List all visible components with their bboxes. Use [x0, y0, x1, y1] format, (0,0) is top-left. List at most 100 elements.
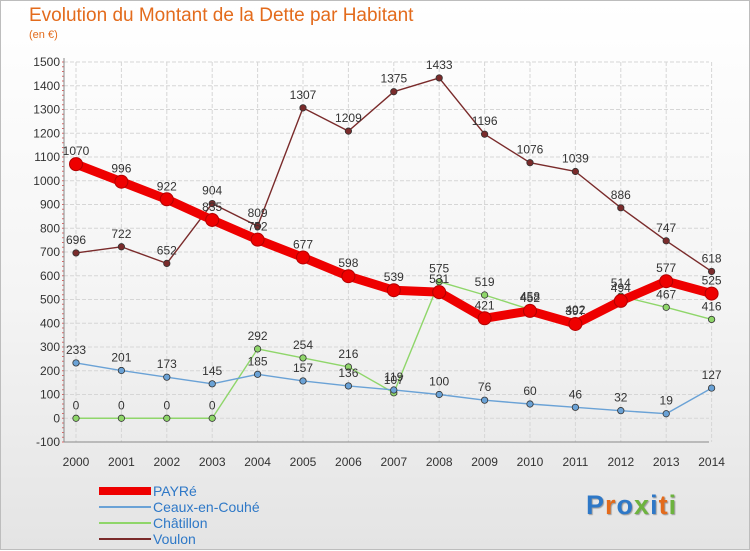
data-label-ceaux-en-couh-: 157	[293, 361, 313, 375]
y-tick-label: 900	[40, 198, 60, 212]
y-tick-label: 1000	[33, 174, 60, 188]
point-payr-	[250, 232, 265, 247]
point-voulon	[390, 88, 398, 96]
data-label-voulon: 618	[702, 251, 722, 265]
data-label-ceaux-en-couh-: 100	[429, 375, 449, 389]
data-label-payr-: 1070	[63, 144, 90, 158]
y-tick-label: 1300	[33, 103, 60, 117]
point-payr-	[159, 192, 174, 207]
data-label-voulon: 904	[202, 184, 222, 198]
logo-letter: i	[650, 490, 659, 520]
point-voulon	[344, 127, 352, 135]
y-tick-label: 1100	[34, 150, 60, 164]
data-label-ch-tillon: 0	[73, 398, 80, 412]
legend-label-chatillon: Châtillon	[153, 515, 208, 531]
point-voulon	[208, 199, 216, 208]
data-label-ch-tillon: 0	[163, 398, 170, 412]
y-tick-label: 300	[40, 340, 60, 354]
point-ceaux-en-couh-	[526, 400, 534, 408]
point-ceaux-en-couh-	[254, 370, 262, 378]
data-label-ch-tillon: 216	[338, 347, 358, 361]
point-voulon	[254, 222, 262, 230]
data-label-ceaux-en-couh-: 46	[569, 387, 583, 401]
proxiti-logo: Proxiti	[586, 490, 677, 521]
point-ch-tillon	[117, 414, 126, 422]
legend-swatch-chatillon	[99, 522, 151, 524]
data-label-voulon: 747	[656, 221, 676, 235]
legend-item-voulon: Voulon	[99, 531, 260, 547]
data-label-ceaux-en-couh-: 127	[702, 368, 722, 382]
y-tick-label: 1500	[33, 55, 60, 69]
data-label-ch-tillon: 575	[429, 262, 449, 276]
point-voulon	[571, 167, 580, 176]
data-label-ceaux-en-couh-: 173	[157, 357, 177, 371]
chart-unit-label: (en €)	[29, 29, 58, 41]
data-label-ceaux-en-couh-: 60	[523, 384, 537, 398]
x-tick-label: 2012	[607, 455, 634, 469]
point-ceaux-en-couh-	[662, 410, 670, 418]
point-ceaux-en-couh-	[571, 403, 580, 411]
point-payr-	[69, 157, 83, 172]
point-payr-	[341, 269, 356, 284]
point-ch-tillon	[707, 315, 716, 324]
point-payr-	[205, 212, 220, 227]
point-voulon	[617, 204, 625, 212]
point-ch-tillon	[662, 303, 670, 311]
data-label-ch-tillon: 467	[656, 287, 676, 301]
x-tick-label: 2008	[426, 455, 453, 469]
data-label-voulon: 652	[157, 243, 177, 257]
data-label-payr-: 922	[157, 179, 177, 193]
data-label-ch-tillon: 416	[702, 299, 722, 313]
point-voulon	[526, 159, 534, 167]
y-tick-label: 0	[53, 411, 60, 425]
data-label-payr-: 531	[429, 272, 449, 286]
data-label-ch-tillon: 254	[293, 338, 313, 352]
logo-letter: t	[658, 490, 669, 520]
point-payr-	[432, 285, 447, 300]
point-voulon	[72, 249, 80, 257]
point-payr-	[296, 250, 310, 265]
data-label-payr-: 421	[475, 298, 495, 312]
data-label-payr-: 397	[565, 304, 585, 318]
data-label-ch-tillon: 519	[475, 275, 495, 289]
data-label-ch-tillon: 514	[611, 276, 631, 290]
y-tick-label: 200	[40, 364, 60, 378]
point-ceaux-en-couh-	[208, 380, 216, 388]
y-tick-label: 1200	[33, 126, 60, 140]
data-label-voulon: 1375	[380, 72, 407, 86]
point-voulon	[662, 237, 670, 245]
point-payr-	[659, 274, 674, 289]
y-tick-label: -100	[36, 435, 60, 449]
y-tick-label: 800	[40, 221, 60, 235]
data-label-ch-tillon: 0	[118, 398, 125, 412]
data-label-voulon: 886	[611, 188, 631, 202]
legend-label-ceaux: Ceaux-en-Couhé	[153, 499, 260, 515]
data-label-voulon: 722	[111, 227, 131, 241]
point-ch-tillon	[208, 414, 216, 422]
point-ceaux-en-couh-	[390, 386, 398, 394]
data-label-voulon: 696	[66, 233, 86, 247]
data-label-payr-: 996	[111, 162, 131, 176]
data-label-ceaux-en-couh-: 145	[202, 364, 222, 378]
chart-legend: PAYRé Ceaux-en-Couhé Châtillon Voulon	[99, 483, 260, 547]
data-label-payr-: 577	[656, 261, 676, 275]
data-label-ceaux-en-couh-: 32	[614, 391, 628, 405]
point-ceaux-en-couh-	[707, 384, 716, 392]
logo-letter: x	[634, 490, 651, 520]
point-voulon	[707, 267, 716, 276]
data-label-ceaux-en-couh-: 76	[478, 380, 492, 394]
x-tick-label: 2013	[653, 455, 680, 469]
point-voulon	[480, 130, 489, 138]
y-tick-label: 600	[40, 269, 60, 283]
point-ceaux-en-couh-	[617, 407, 625, 415]
data-label-ch-tillon: 402	[565, 303, 585, 317]
data-label-payr-: 677	[293, 237, 313, 251]
logo-letter: i	[668, 490, 678, 520]
x-tick-label: 2014	[698, 455, 725, 469]
data-label-voulon: 1039	[562, 151, 589, 165]
point-payr-	[386, 283, 401, 298]
point-payr-	[613, 293, 628, 308]
data-label-payr-: 598	[338, 256, 358, 270]
point-ch-tillon	[480, 291, 489, 299]
